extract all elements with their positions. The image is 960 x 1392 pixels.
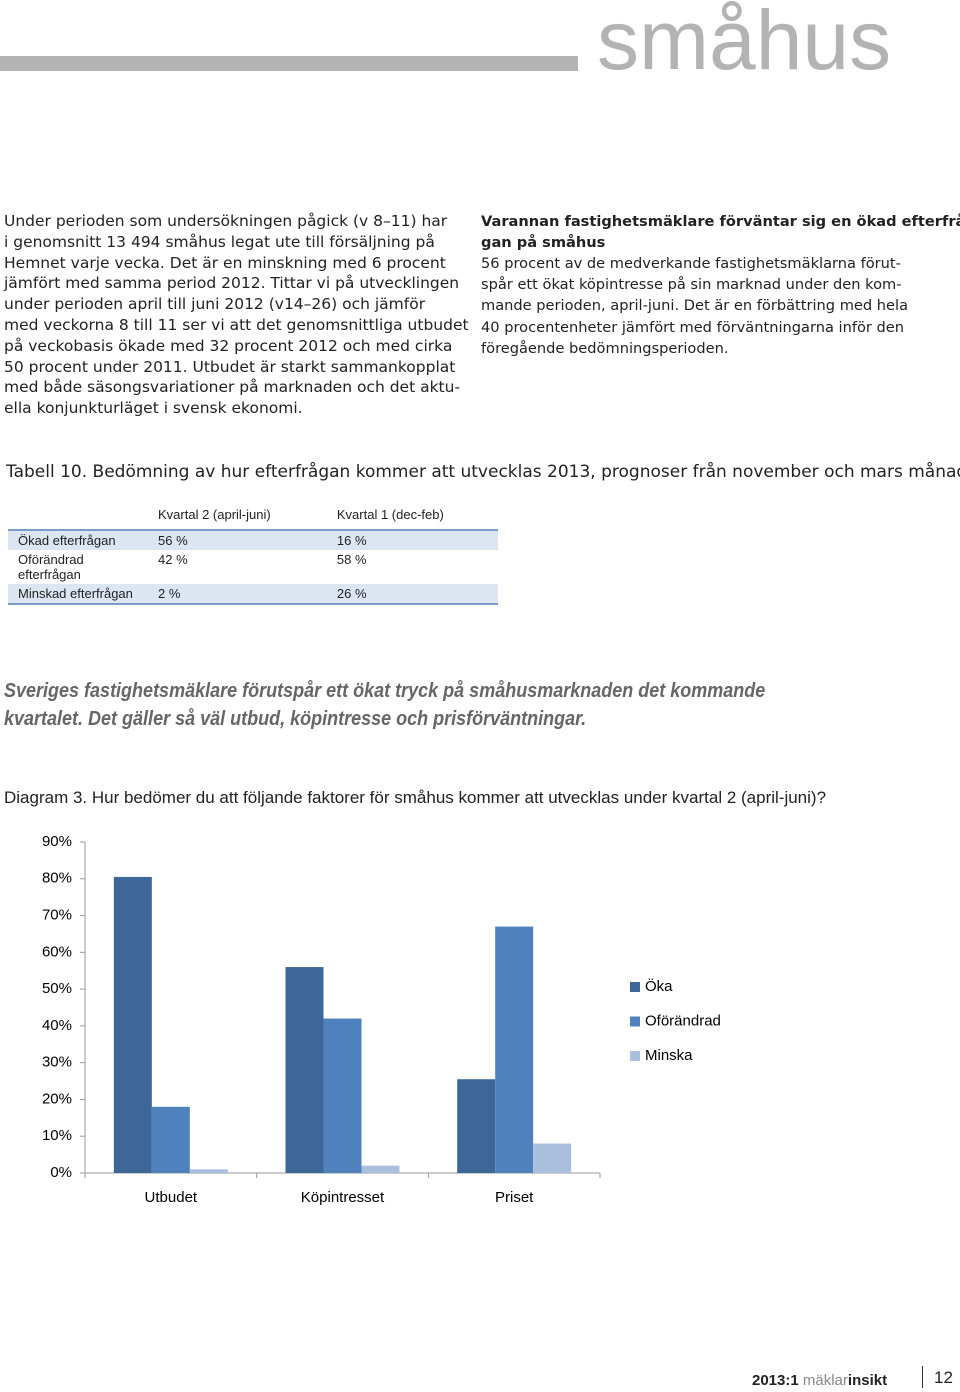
text-line: under perioden april till juni 2012 (v14… xyxy=(4,295,426,314)
x-tick-label: Priset xyxy=(495,1189,534,1206)
page-number: 12 xyxy=(934,1368,953,1387)
text-line: föregående bedömningsperioden. xyxy=(481,339,729,357)
bar xyxy=(113,876,152,1173)
text-line: Hemnet varje vecka. Det är en minskning … xyxy=(4,253,446,272)
table-header: Kvartal 1 (dec-feb) xyxy=(336,507,444,522)
text-line: med både säsongsvariationer på marknaden… xyxy=(4,378,461,397)
footer-rule xyxy=(922,1366,923,1388)
text-line: 56 procent av de medverkande fastighetsm… xyxy=(481,255,901,272)
footer-brand: insikt xyxy=(847,1372,888,1389)
y-tick-label: 90% xyxy=(42,833,72,850)
bar xyxy=(533,1143,572,1173)
text-line: 40 procentenheter jämfört med förväntnin… xyxy=(481,318,905,336)
table-caption: Tabell 10. Bedömning av hur efterfrågan … xyxy=(6,462,960,482)
chart: 0% 10% 20% 30% 40% 50% 60% 70% 80% 90% Utbudet Köpi… xyxy=(42,833,721,1206)
legend-label: Oförändrad xyxy=(645,1012,721,1029)
text-line: mande perioden, april-juni. Det är en fö… xyxy=(481,297,909,315)
heading-line: Varannan fastighetsmäklare förväntar sig… xyxy=(481,213,960,230)
legend-label: Minska xyxy=(645,1047,693,1064)
text-line: jämfört med samma period 2012. Tittar vi… xyxy=(4,274,460,293)
y-tick-label: 10% xyxy=(42,1127,72,1144)
heading-line: gan på småhus xyxy=(481,234,606,252)
x-tick-label: Köpintresset xyxy=(301,1189,385,1206)
legend-swatch xyxy=(630,1016,640,1027)
table-row: Ökad efterfrågan 56 % 16 % xyxy=(8,530,498,550)
legend-label: Öka xyxy=(645,977,673,995)
legend-swatch xyxy=(630,1051,640,1061)
text-line: med veckorna 8 till 11 ser vi att det ge… xyxy=(4,316,469,334)
text-line: spår ett ökat köpintresse på sin marknad… xyxy=(481,276,902,294)
text-line: i genomsnitt 13 494 småhus legat ute til… xyxy=(4,232,435,251)
table-cell: 56 % xyxy=(158,533,188,548)
highlight-line: Sveriges fastighetsmäklare förutspår ett… xyxy=(4,680,766,702)
table-row: Minskad efterfrågan 2 % 26 % xyxy=(8,584,498,604)
table-cell: Ökad efterfrågan xyxy=(18,533,116,548)
bar xyxy=(361,1165,400,1173)
table-cell: 26 % xyxy=(336,586,367,601)
header-title: småhus xyxy=(597,0,892,87)
y-tick-label: 80% xyxy=(42,870,72,887)
text-line: ella konjunkturläget i svensk ekonomi. xyxy=(4,399,303,418)
table-cell: 42 % xyxy=(158,552,188,567)
y-tick-label: 20% xyxy=(42,1090,72,1107)
bar xyxy=(151,1106,190,1173)
bar xyxy=(495,926,534,1173)
table-cell: 58 % xyxy=(336,552,367,567)
text-line: Under perioden som undersökningen pågick… xyxy=(4,212,448,230)
y-tick-label: 70% xyxy=(42,907,72,924)
footer-issue: 2013:1 xyxy=(752,1372,799,1389)
highlight-line: kvartalet. Det gäller så väl utbud, köpi… xyxy=(4,708,587,730)
text-line: 50 procent under 2011. Utbudet är starkt… xyxy=(4,357,456,376)
table: Kvartal 2 (april-juni) Kvartal 1 (dec-feb… xyxy=(8,500,498,605)
bar xyxy=(323,1018,362,1173)
text-line: på veckobasis ökade med 32 procent 2012 … xyxy=(4,336,453,355)
table-cell: 16 % xyxy=(336,533,367,548)
y-tick-label: 30% xyxy=(42,1054,72,1071)
bar xyxy=(189,1169,228,1173)
legend-swatch xyxy=(630,982,640,992)
y-tick-label: 60% xyxy=(42,943,72,960)
y-tick-label: 0% xyxy=(50,1164,72,1181)
table-row: Oförändrad efterfrågan 42 % 58 % xyxy=(8,550,498,584)
chart-title: Diagram 3. Hur bedömer du att följande f… xyxy=(4,788,827,807)
table-cell: Oförändrad efterfrågan xyxy=(18,552,84,582)
table-cell: 2 % xyxy=(158,586,181,601)
table-header: Kvartal 2 (april-juni) xyxy=(158,507,271,522)
bar xyxy=(285,967,324,1173)
table-header-row: Kvartal 2 (april-juni) Kvartal 1 (dec-feb… xyxy=(8,500,498,530)
header-bar xyxy=(0,56,578,71)
footer-brand: mäklar xyxy=(802,1372,848,1389)
bar xyxy=(457,1079,496,1173)
table-cell: Minskad efterfrågan xyxy=(18,586,133,601)
y-tick-label: 50% xyxy=(42,980,72,997)
footer: 2013:1 mäklarinsikt xyxy=(752,1372,887,1389)
x-tick-label: Utbudet xyxy=(145,1189,198,1206)
y-tick-label: 40% xyxy=(42,1017,72,1034)
